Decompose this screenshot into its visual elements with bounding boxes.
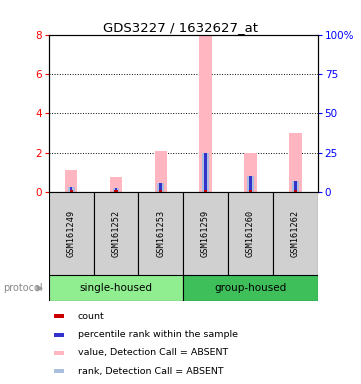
Bar	[49, 275, 183, 301]
Bar	[53, 314, 64, 318]
Bar	[49, 192, 93, 275]
Text: GDS3227 / 1632627_at: GDS3227 / 1632627_at	[103, 21, 258, 34]
Text: single-housed: single-housed	[79, 283, 152, 293]
Bar	[183, 275, 318, 301]
Bar	[155, 151, 167, 192]
Bar	[159, 190, 162, 192]
Bar	[65, 170, 77, 192]
Bar	[294, 181, 297, 192]
Bar	[289, 133, 301, 192]
Text: GSM161252: GSM161252	[112, 210, 121, 257]
Bar	[68, 187, 74, 192]
Bar	[199, 35, 212, 192]
Text: percentile rank within the sample: percentile rank within the sample	[78, 330, 238, 339]
Bar	[138, 192, 183, 275]
Text: protocol: protocol	[4, 283, 43, 293]
Bar	[70, 190, 73, 192]
Text: group-housed: group-housed	[214, 283, 287, 293]
Text: GSM161259: GSM161259	[201, 210, 210, 257]
Bar	[53, 369, 64, 373]
Bar	[115, 188, 117, 192]
Bar	[228, 192, 273, 275]
Bar	[202, 153, 209, 192]
Bar	[93, 192, 138, 275]
Bar	[113, 188, 119, 192]
Bar	[183, 192, 228, 275]
Text: GSM161249: GSM161249	[67, 210, 76, 257]
Bar	[110, 177, 122, 192]
Bar	[249, 176, 252, 192]
Bar	[157, 182, 164, 192]
Text: GSM161260: GSM161260	[246, 210, 255, 257]
Text: GSM161253: GSM161253	[156, 210, 165, 257]
Bar	[294, 190, 297, 192]
Bar	[204, 153, 207, 192]
Text: value, Detection Call = ABSENT: value, Detection Call = ABSENT	[78, 348, 228, 357]
Text: rank, Detection Call = ABSENT: rank, Detection Call = ABSENT	[78, 367, 223, 376]
Bar	[70, 187, 73, 192]
Bar	[273, 192, 318, 275]
Bar	[53, 351, 64, 355]
Bar	[204, 190, 207, 192]
Bar	[249, 190, 252, 192]
Text: count: count	[78, 312, 105, 321]
Bar	[160, 182, 162, 192]
Text: GSM161262: GSM161262	[291, 210, 300, 257]
Bar	[244, 153, 257, 192]
Bar	[247, 176, 254, 192]
Bar	[292, 181, 299, 192]
Bar	[114, 190, 118, 192]
Bar	[53, 333, 64, 336]
